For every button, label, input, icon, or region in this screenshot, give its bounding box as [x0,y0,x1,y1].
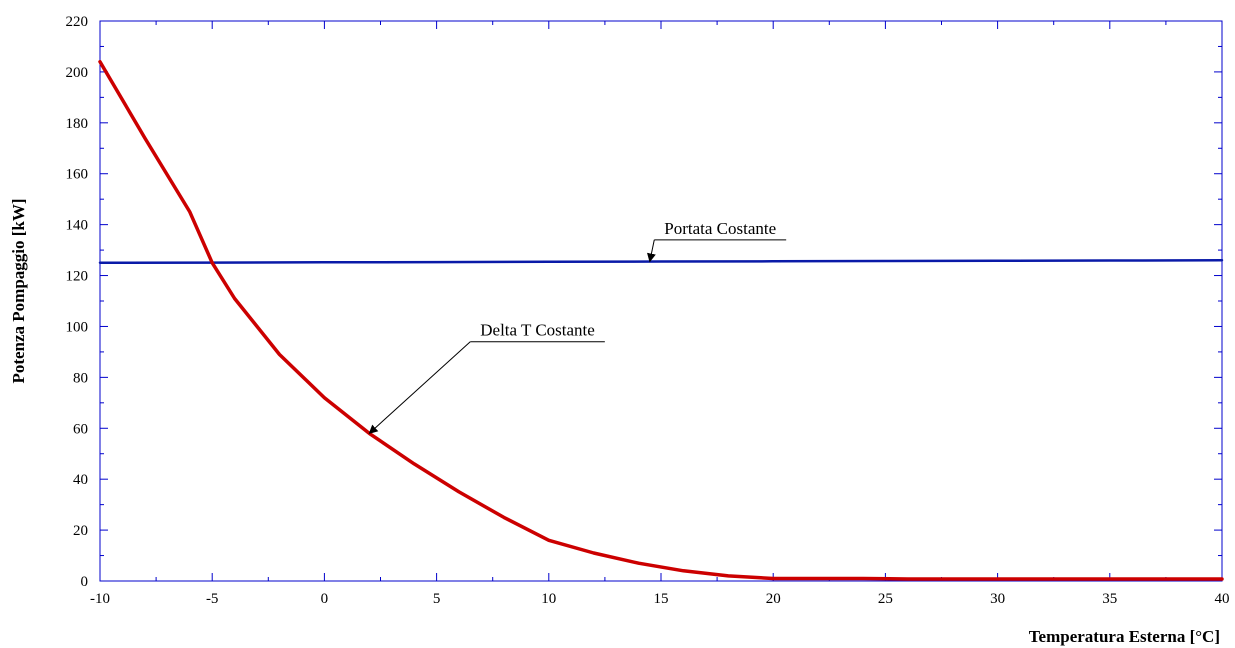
annotation-label: Portata Costante [664,219,776,238]
y-tick-label: 100 [66,319,89,335]
y-tick-label: 140 [66,218,89,234]
x-axis-title: Temperatura Esterna [°C] [1029,627,1220,646]
ticks [99,20,1223,582]
annotation-label: Delta T Costante [480,321,595,340]
x-tick-label: 40 [1215,591,1230,607]
y-tick-label: 40 [73,472,88,488]
y-axis-title: Potenza Pompaggio [kW] [9,198,28,383]
annotations: Portata Costante Delta T Costante [368,219,787,434]
y-tick-label: 220 [66,14,89,30]
y-tick-label: 60 [73,421,88,437]
y-tick-label: 180 [66,116,89,132]
plot-frame [99,20,1223,582]
x-tick-label: 10 [541,591,556,607]
annotation-arrow [368,341,471,434]
series-line-portata-costante [98,259,1224,265]
x-tick-label: 30 [990,591,1005,607]
y-tick-label: 200 [66,65,89,81]
y-tick-label: 160 [66,167,89,183]
series-group [98,59,1224,581]
x-tick-label: -5 [206,591,219,607]
tick-labels: -10 -5 0 5 10 15 20 25 30 35 40 0 20 40 60 80 100 120 140 1… [66,14,1230,607]
x-tick-label: 35 [1102,591,1117,607]
y-tick-label: 0 [81,574,89,590]
y-tick-label: 80 [73,370,88,386]
x-tick-label: 5 [433,591,441,607]
x-tick-label: 15 [654,591,669,607]
x-tick-label: 25 [878,591,893,607]
y-tick-label: 20 [73,523,88,539]
x-tick-label: 20 [766,591,781,607]
x-tick-label: 0 [321,591,329,607]
y-tick-label: 120 [66,269,89,285]
series-line-delta-t-costante [98,59,1224,581]
x-tick-label: -10 [90,591,110,607]
annotation-arrow [647,239,656,263]
